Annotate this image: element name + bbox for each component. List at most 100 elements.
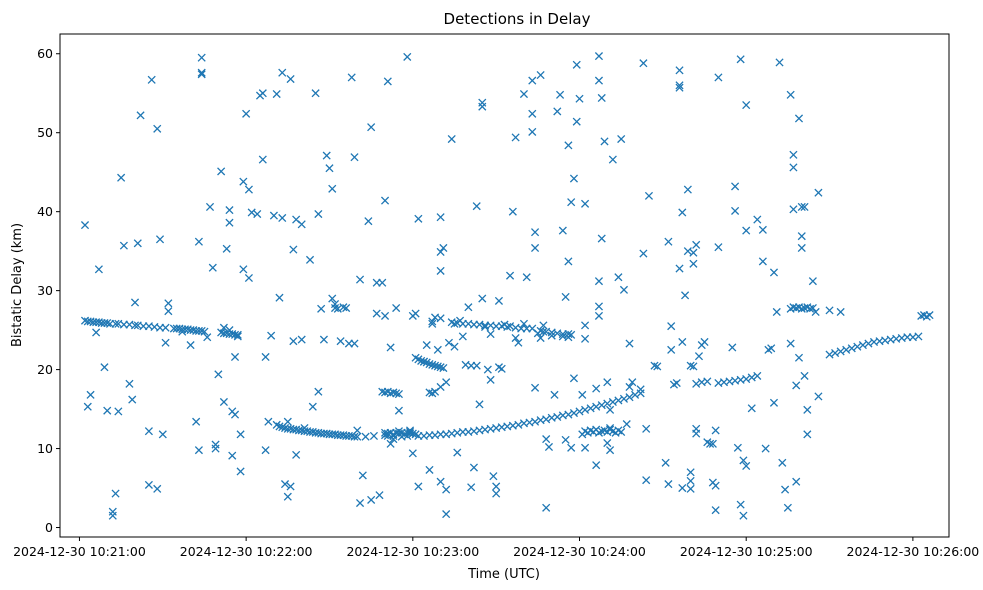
data-point bbox=[530, 228, 540, 237]
data-point bbox=[578, 430, 587, 439]
data-point bbox=[392, 389, 401, 398]
data-point bbox=[625, 393, 634, 402]
data-point bbox=[389, 435, 398, 444]
data-point bbox=[678, 208, 687, 217]
data-point bbox=[230, 410, 240, 419]
data-point bbox=[689, 362, 698, 371]
data-point bbox=[636, 385, 645, 394]
data-point bbox=[380, 196, 390, 205]
data-point bbox=[164, 299, 173, 308]
data-point bbox=[361, 432, 370, 441]
data-point bbox=[164, 307, 173, 316]
data-point bbox=[261, 446, 270, 455]
data-point bbox=[639, 59, 648, 68]
data-point bbox=[214, 370, 223, 379]
data-point bbox=[642, 424, 651, 433]
data-point bbox=[119, 241, 128, 250]
data-point bbox=[567, 198, 576, 207]
data-point bbox=[394, 390, 403, 399]
data-point bbox=[486, 330, 495, 339]
data-point bbox=[619, 285, 629, 294]
data-point bbox=[686, 361, 695, 370]
data-point bbox=[203, 333, 212, 342]
data-point bbox=[264, 417, 273, 426]
data-point bbox=[508, 207, 517, 216]
data-point bbox=[311, 89, 320, 98]
data-point bbox=[530, 383, 540, 392]
data-point bbox=[328, 184, 337, 193]
data-point bbox=[261, 352, 270, 362]
data-point bbox=[769, 398, 779, 407]
data-point bbox=[661, 458, 670, 467]
data-point bbox=[803, 430, 812, 439]
data-point bbox=[289, 245, 298, 254]
data-point bbox=[786, 339, 795, 348]
data-point bbox=[925, 311, 934, 320]
data-point bbox=[117, 173, 126, 182]
data-point bbox=[592, 461, 601, 470]
data-point bbox=[808, 277, 817, 286]
data-point bbox=[403, 52, 412, 61]
data-point bbox=[228, 451, 237, 460]
data-point bbox=[100, 363, 109, 372]
data-point bbox=[472, 361, 481, 370]
data-point bbox=[155, 235, 165, 244]
data-point bbox=[217, 167, 226, 176]
data-point bbox=[505, 271, 515, 280]
y-tick-label: 30 bbox=[37, 283, 53, 298]
data-point bbox=[794, 114, 804, 123]
data-point bbox=[783, 503, 792, 512]
data-point bbox=[278, 213, 287, 223]
data-point bbox=[483, 365, 492, 374]
data-point bbox=[575, 94, 584, 103]
data-point bbox=[103, 406, 112, 415]
data-point bbox=[550, 390, 559, 399]
data-point bbox=[511, 133, 520, 142]
data-point bbox=[825, 306, 834, 315]
data-point bbox=[92, 328, 101, 337]
data-point bbox=[411, 309, 420, 318]
data-point bbox=[492, 482, 501, 491]
data-point bbox=[469, 463, 479, 472]
data-point bbox=[428, 319, 437, 328]
data-point bbox=[447, 134, 456, 144]
data-point bbox=[731, 206, 740, 215]
data-point bbox=[439, 243, 448, 253]
data-point bbox=[622, 420, 631, 429]
data-point bbox=[147, 75, 156, 84]
data-point bbox=[464, 303, 473, 312]
data-point bbox=[592, 384, 601, 393]
data-point bbox=[678, 483, 687, 493]
data-point bbox=[442, 378, 451, 387]
data-markers bbox=[80, 52, 934, 520]
data-point bbox=[683, 185, 692, 194]
data-point bbox=[594, 302, 604, 311]
data-point bbox=[428, 317, 437, 326]
data-point bbox=[386, 343, 395, 352]
data-point bbox=[369, 431, 378, 440]
data-point bbox=[497, 364, 506, 373]
data-point bbox=[797, 202, 806, 211]
data-point bbox=[236, 467, 245, 476]
data-point bbox=[739, 511, 748, 520]
data-point bbox=[708, 439, 717, 448]
data-point bbox=[111, 489, 120, 498]
data-point bbox=[758, 257, 767, 266]
data-point bbox=[803, 405, 812, 414]
data-point bbox=[233, 332, 242, 341]
x-tick-label: 2024-12-30 10:22:00 bbox=[180, 544, 313, 559]
plot-area bbox=[60, 34, 949, 537]
data-point bbox=[486, 375, 495, 384]
data-point bbox=[225, 206, 234, 215]
data-point bbox=[772, 307, 781, 317]
data-point bbox=[628, 378, 637, 387]
data-point bbox=[675, 83, 684, 92]
data-point bbox=[789, 163, 798, 172]
data-point bbox=[644, 191, 654, 200]
data-point bbox=[597, 93, 606, 103]
data-point bbox=[711, 481, 720, 490]
data-point bbox=[606, 405, 615, 414]
data-point bbox=[297, 335, 306, 344]
y-tick-label: 10 bbox=[37, 441, 53, 456]
